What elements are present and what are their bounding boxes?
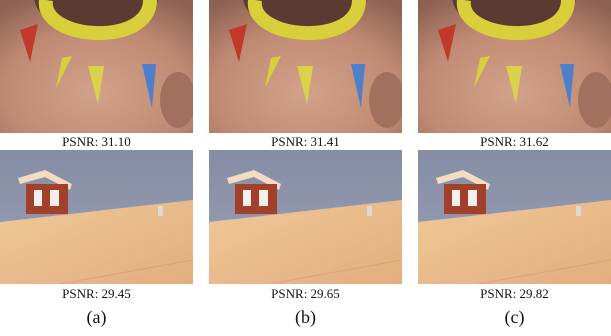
column-label-c: (c): [504, 307, 525, 327]
face-image-b: [209, 0, 402, 133]
column-label-a: (a): [86, 307, 107, 327]
psnr-caption-house-c: PSNR: 29.82: [480, 286, 549, 301]
house-image-c: [418, 150, 611, 284]
psnr-caption-house-b: PSNR: 29.65: [271, 286, 340, 301]
house-image-b: [209, 150, 402, 284]
house-image-a: [0, 150, 193, 284]
column-label-b: (b): [295, 307, 316, 327]
psnr-caption-house-a: PSNR: 29.45: [62, 286, 131, 301]
psnr-caption-face-a: PSNR: 31.10: [62, 134, 131, 149]
psnr-caption-face-c: PSNR: 31.62: [480, 134, 549, 149]
psnr-caption-face-b: PSNR: 31.41: [271, 134, 340, 149]
face-image-c: [418, 0, 611, 133]
face-image-a: [0, 0, 193, 133]
